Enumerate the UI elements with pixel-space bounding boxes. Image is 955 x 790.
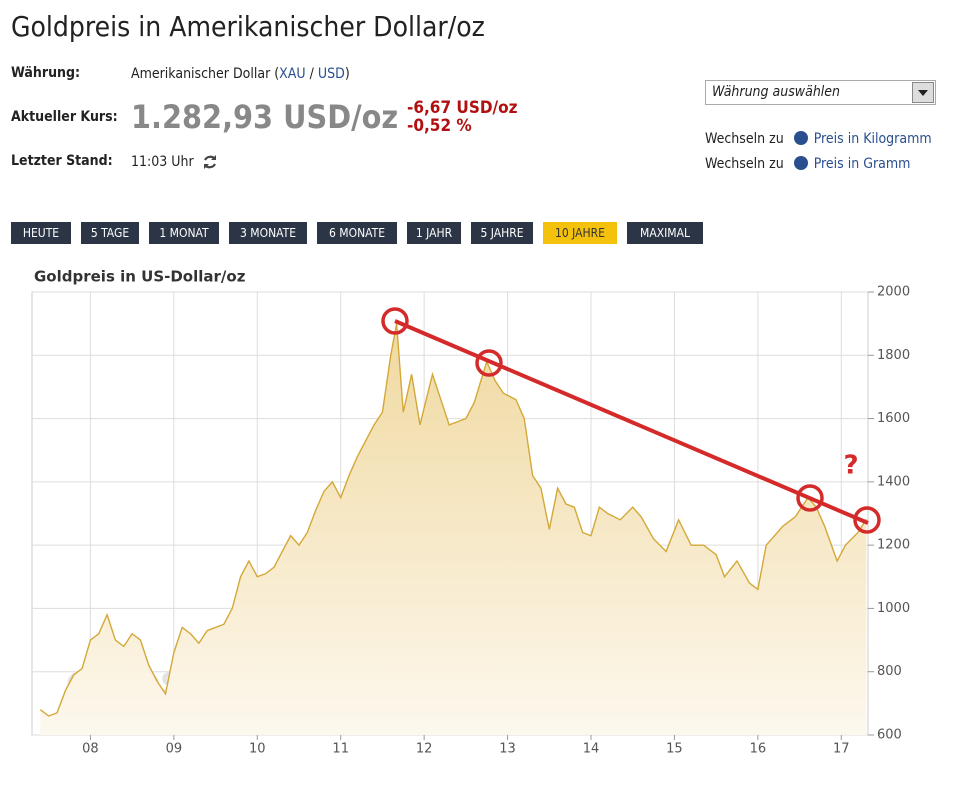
x-tick-label: 09 (166, 742, 183, 757)
y-tick-label: 1000 (877, 601, 910, 616)
change-pct: -0,52 % (407, 116, 472, 136)
y-tick-label: 2000 (877, 285, 910, 300)
range-button[interactable]: 10 JAHRE (543, 222, 617, 244)
select-arrow[interactable] (912, 82, 934, 103)
refresh-icon[interactable] (202, 154, 218, 170)
range-button[interactable]: 1 MONAT (149, 222, 219, 244)
currency-select[interactable]: Währung auswählen (705, 80, 936, 105)
page-title: Goldpreis in Amerikanischer Dollar/oz (11, 10, 485, 43)
price: 1.282,93 USD/oz (131, 98, 399, 136)
y-tick-label: 1400 (877, 474, 910, 489)
area (40, 323, 867, 735)
highlight-circle (475, 349, 503, 377)
range-button[interactable]: 3 MONATE (229, 222, 307, 244)
range-button[interactable]: 1 JAHR (407, 222, 461, 244)
highlight-circle (796, 484, 824, 512)
switch-prefix: Wechseln zu (705, 131, 784, 147)
chart-title: Goldpreis in US-Dollar/oz (34, 268, 246, 286)
x-tick-label: 11 (332, 742, 349, 757)
range-button[interactable]: 6 MONATE (317, 222, 397, 244)
switch-link[interactable]: Preis in Kilogramm (813, 131, 932, 147)
chart: Goldpreis in US-Dollar/oz 600 800 1000 1200… (31, 268, 910, 757)
switch-row: Wechseln zu Preis in Kilogramm (705, 131, 932, 147)
x-tick-label: 10 (249, 742, 266, 757)
y-tick-label: 600 (877, 728, 902, 743)
x-tick-label: 12 (416, 742, 433, 757)
link-icon (793, 131, 808, 145)
y-tick-label: 800 (877, 664, 902, 679)
close: ) (344, 66, 350, 82)
x-tick-label: 15 (666, 742, 683, 757)
highlight-circle (853, 506, 881, 534)
y-tick-label: 1200 (877, 538, 910, 553)
y-tick-label: 1600 (877, 411, 910, 426)
link[interactable]: XAU (279, 66, 306, 82)
range-button[interactable]: 5 JAHRE (471, 222, 533, 244)
x-tick-label: 17 (833, 742, 850, 757)
price-line (39, 323, 867, 717)
x-tick-label: 08 (82, 742, 99, 757)
currency-label: Währung: (11, 65, 81, 81)
range-button[interactable]: HEUTE (11, 222, 71, 244)
switch-link[interactable]: Preis in Gramm (813, 156, 911, 172)
annotation: ? (843, 451, 858, 481)
highlight-circle (381, 307, 409, 335)
sep: / (309, 66, 314, 82)
y-tick-label: 1800 (877, 348, 910, 363)
time: 11:03 Uhr (131, 154, 194, 170)
select-text: Währung auswählen (712, 84, 841, 100)
time-label: Letzter Stand: (11, 153, 113, 169)
trend-line (394, 319, 869, 525)
range-button[interactable]: MAXIMAL (627, 222, 703, 244)
link[interactable]: USD (317, 66, 345, 82)
x-tick-label: 13 (499, 742, 516, 757)
change-abs: -6,67 USD/oz (407, 98, 518, 118)
price-label: Aktueller Kurs: (11, 109, 118, 125)
currency-name: Amerikanischer Dollar ( (131, 66, 280, 82)
switch-prefix: Wechseln zu (705, 156, 784, 172)
switch-row: Wechseln zu Preis in Gramm (705, 156, 910, 172)
currency: Amerikanischer Dollar (XAU / USD) (131, 66, 350, 82)
x-tick-label: 16 (750, 742, 767, 757)
link-icon (793, 156, 808, 170)
x-tick-label: 14 (583, 742, 600, 757)
range-button[interactable]: 5 TAGE (81, 222, 139, 244)
